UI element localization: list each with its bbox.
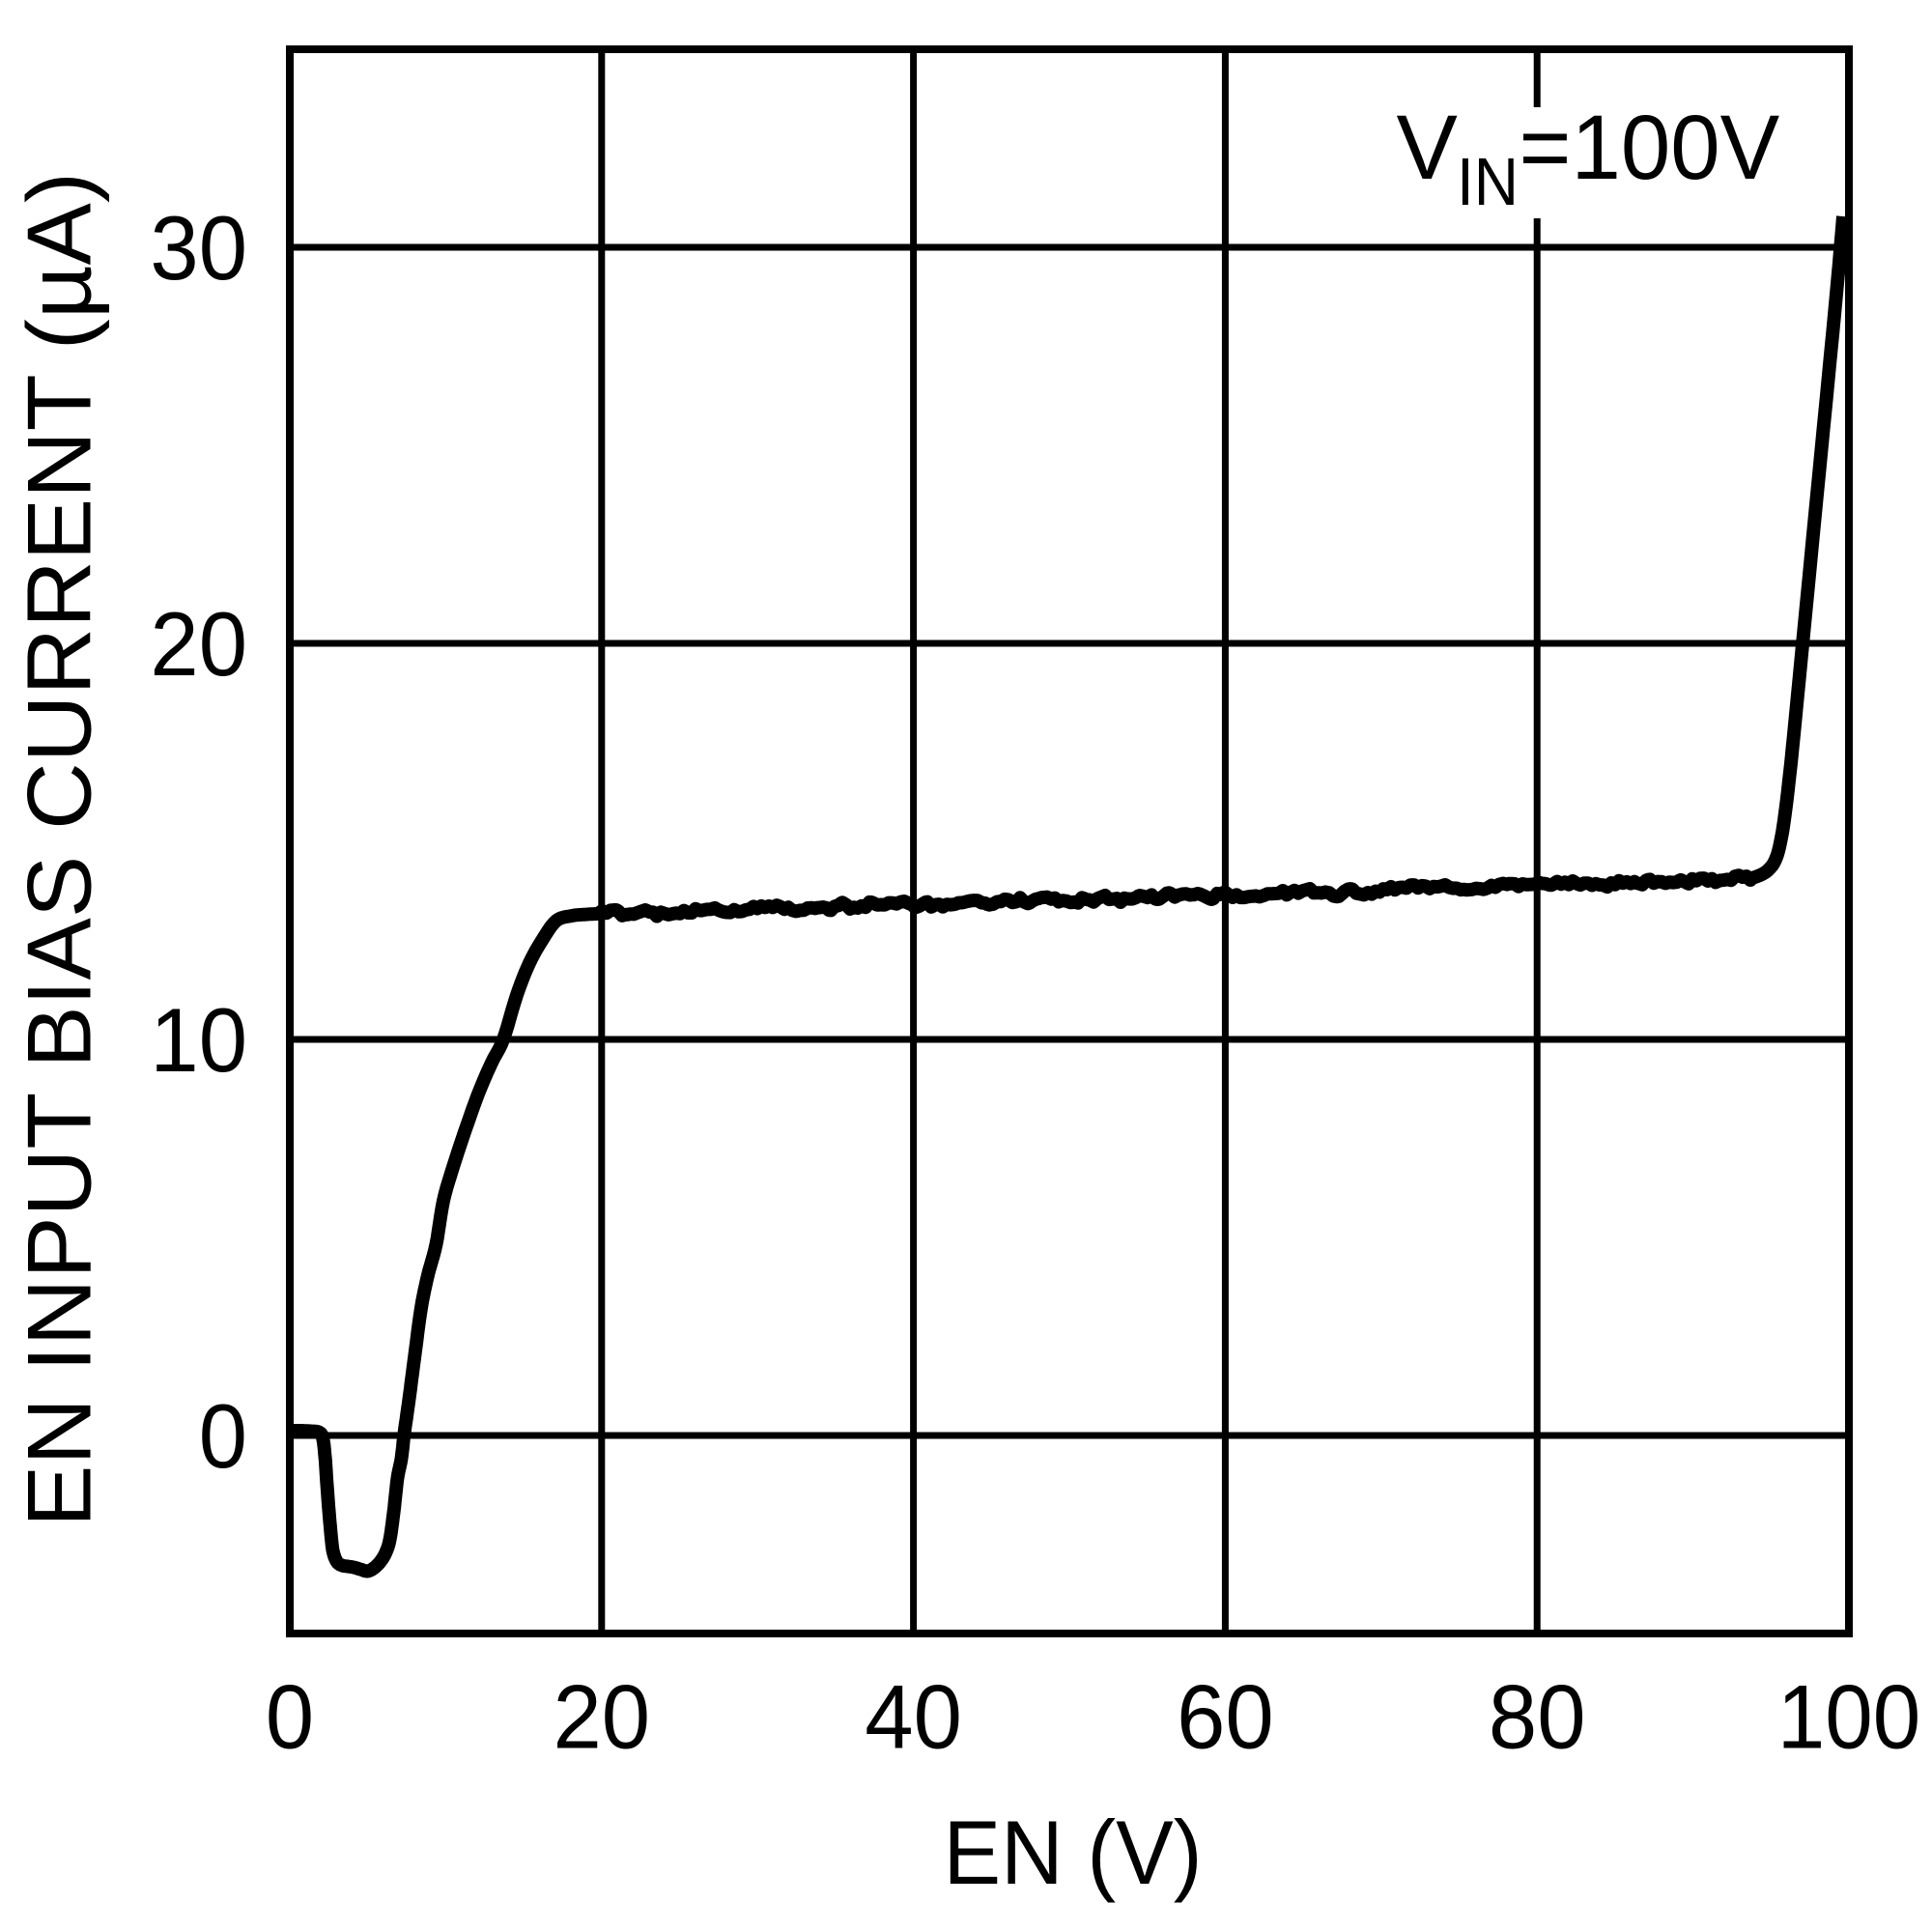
svg-text:80: 80 (1489, 1666, 1586, 1768)
svg-text:=100V: =100V (1520, 97, 1780, 199)
svg-text:30: 30 (150, 197, 247, 298)
svg-text:20: 20 (150, 593, 247, 695)
svg-text:0: 0 (266, 1666, 314, 1768)
svg-text:V: V (1397, 97, 1458, 199)
svg-text:20: 20 (554, 1666, 651, 1768)
svg-text:100: 100 (1777, 1666, 1921, 1768)
svg-text:EN (V): EN (V) (944, 1802, 1203, 1903)
svg-text:IN: IN (1457, 144, 1519, 219)
svg-text:0: 0 (199, 1385, 247, 1487)
svg-text:40: 40 (865, 1666, 962, 1768)
svg-text:EN INPUT BIAS CURRENT (µA): EN INPUT BIAS CURRENT (µA) (9, 172, 110, 1527)
svg-text:10: 10 (150, 989, 247, 1091)
svg-text:60: 60 (1177, 1666, 1274, 1768)
